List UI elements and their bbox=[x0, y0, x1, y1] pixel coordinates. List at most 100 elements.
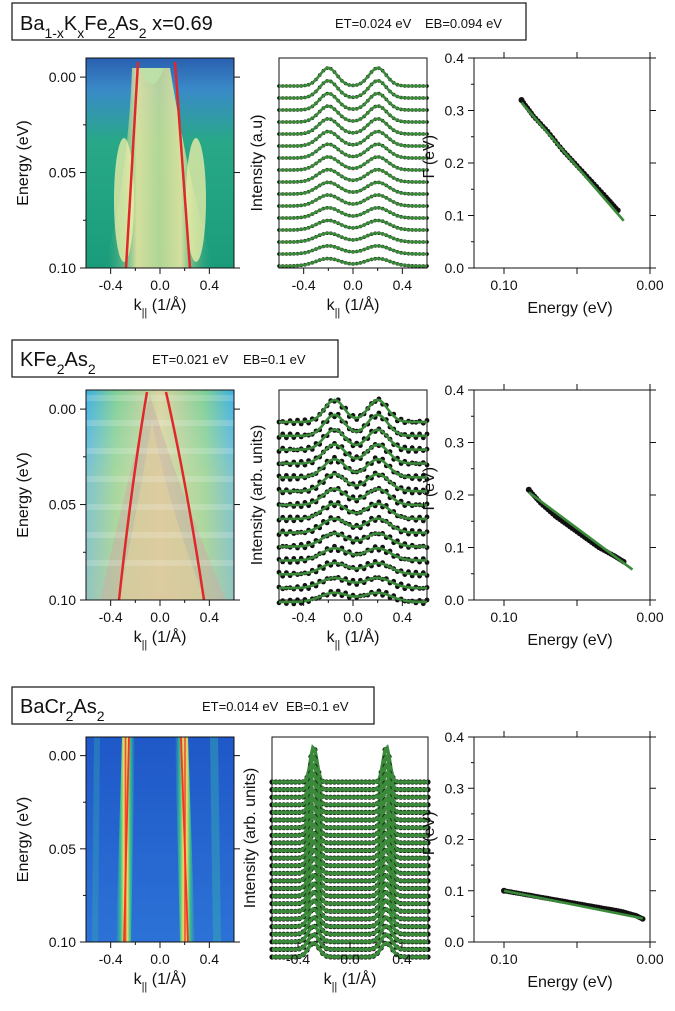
x-tick-label: 0.4 bbox=[200, 609, 220, 625]
edc-fit-curve bbox=[272, 795, 428, 830]
k-axis-label: k|| (1/Å) bbox=[327, 295, 380, 319]
subscript: 2 bbox=[88, 361, 96, 377]
row1-edc-panel: -0.4 0.0 0.4 k|| (1/Å) Intensity (a.u) bbox=[249, 57, 429, 319]
x-tick-label: -0.4 bbox=[292, 609, 316, 625]
edc-fit-curve bbox=[279, 398, 427, 424]
row2-edc-ylabel: Intensity (arb. units) bbox=[249, 425, 266, 566]
x-tick-label: 0.10 bbox=[490, 951, 517, 967]
y-tick-label: 0.10 bbox=[49, 592, 76, 608]
edc-fit-curve bbox=[279, 244, 427, 256]
energy-axis-label: Energy (eV) bbox=[15, 120, 32, 205]
subscript: 2 bbox=[57, 361, 65, 377]
edc-fit-curve bbox=[272, 838, 428, 868]
row2-compound: KFe2As2 bbox=[20, 349, 96, 377]
row2-title-box: KFe2As2 ET=0.021 eV EB=0.1 eV bbox=[11, 339, 339, 378]
edc-fit-curve bbox=[279, 457, 427, 479]
edc-fit-curve bbox=[279, 443, 427, 465]
row1-gamma-panel: 0.0 0.1 0.2 0.3 0.4 0.10 0.00 Energy (eV) Γ (eV) bbox=[421, 50, 664, 317]
edc-fit-curve bbox=[279, 428, 427, 452]
edc-fit-curve bbox=[279, 79, 427, 100]
row3-compound: BaCr2As2 bbox=[20, 696, 105, 724]
edc-fit-curve bbox=[279, 502, 427, 521]
y-tick-label: 0.4 bbox=[445, 382, 465, 398]
row1-band-right bbox=[173, 61, 192, 269]
row1-eb: EB=0.094 eV bbox=[425, 16, 502, 31]
edc-fit-curve bbox=[272, 821, 428, 853]
edc-fit-curve bbox=[272, 864, 428, 891]
edc-fit-curve bbox=[272, 924, 428, 944]
edc-fit-curve bbox=[279, 219, 427, 232]
y-tick-label: 0.1 bbox=[445, 540, 465, 556]
edc-fit-curve bbox=[272, 915, 428, 936]
row3-edc-ylabel: Intensity (arb. units) bbox=[242, 768, 259, 909]
x-tick-label: 0.0 bbox=[340, 951, 360, 967]
subscript: 2 bbox=[97, 708, 105, 724]
gamma-fit-line bbox=[503, 889, 643, 920]
x-tick-label: -0.4 bbox=[286, 951, 310, 967]
subscript: 1-x bbox=[44, 25, 63, 41]
edc-fit-curve bbox=[279, 546, 428, 562]
edc-fit-curve bbox=[272, 744, 428, 784]
energy-axis-label: Energy (eV) bbox=[15, 797, 32, 882]
y-tick-label: 0.05 bbox=[49, 165, 76, 181]
y-tick-label: 0.3 bbox=[445, 780, 465, 796]
edc-fit-curve bbox=[272, 787, 428, 822]
edc-fit-curve bbox=[279, 193, 427, 208]
x-tick-label: 0.0 bbox=[150, 277, 170, 293]
row3-gamma-panel: 0.0 0.1 0.2 0.3 0.4 0.10 0.00 Energy (eV) Γ (eV) bbox=[421, 729, 664, 991]
x-tick-label: -0.4 bbox=[99, 277, 123, 293]
x-tick-label: 0.00 bbox=[636, 951, 663, 967]
edc-fit-curve bbox=[272, 830, 428, 860]
y-tick-label: 0.2 bbox=[445, 155, 465, 171]
edc-fit-curve bbox=[279, 487, 427, 507]
x-tick-label: 0.4 bbox=[392, 951, 412, 967]
edc-fit-curve bbox=[279, 66, 427, 88]
x-tick-label: 0.4 bbox=[200, 951, 220, 967]
edc-fit-curve bbox=[279, 257, 427, 268]
k-axis-label: k|| (1/Å) bbox=[327, 627, 380, 651]
gamma-fit-line bbox=[528, 491, 634, 571]
y-tick-label: 0.3 bbox=[445, 103, 465, 119]
row2-gamma-panel: 0.0 0.1 0.2 0.3 0.4 0.10 0.00 Energy (eV) Γ (eV) bbox=[421, 382, 664, 649]
subscript: 2 bbox=[66, 708, 74, 724]
x-tick-label: -0.4 bbox=[99, 951, 123, 967]
y-tick-label: 0.00 bbox=[49, 401, 76, 417]
row1-edc-ylabel: Intensity (a.u) bbox=[249, 115, 266, 212]
y-tick-label: 0.0 bbox=[445, 592, 465, 608]
edc-fit-curve bbox=[279, 168, 427, 184]
gamma-y-label: Γ (eV) bbox=[421, 467, 438, 510]
gamma-data-point bbox=[518, 97, 525, 103]
row1-compound: Ba1-xKxFe2As2 x=0.69 bbox=[20, 13, 213, 41]
row1-map-panel: -0.4 0.0 0.4 k|| (1/Å) 0.00 0.05 0.10 Energy (e… bbox=[15, 57, 240, 319]
x-tick-label: -0.4 bbox=[292, 277, 316, 293]
edc-fit-curve bbox=[272, 932, 428, 952]
y-tick-label: 0.00 bbox=[49, 69, 76, 85]
x-tick-label: 0.0 bbox=[150, 609, 170, 625]
edc-fit-curve bbox=[272, 898, 428, 921]
edc-fit-curve bbox=[279, 117, 427, 136]
edc-fit-curve bbox=[279, 472, 427, 493]
edc-fit-curve bbox=[279, 92, 427, 112]
y-tick-label: 0.2 bbox=[445, 487, 465, 503]
edc-fit-curve bbox=[272, 752, 428, 792]
k-axis-label: k|| (1/Å) bbox=[134, 969, 187, 993]
y-tick-label: 0.05 bbox=[49, 841, 76, 857]
y-tick-label: 0.4 bbox=[445, 729, 465, 745]
row2-band-right bbox=[164, 391, 206, 601]
edc-fit-curve bbox=[272, 770, 428, 807]
gamma-fit-line bbox=[520, 101, 625, 222]
subscript: x bbox=[77, 25, 84, 41]
row3-title-box: BaCr2As2 ET=0.014 eV EB=0.1 eV bbox=[11, 686, 375, 725]
gamma-y-label: Γ (eV) bbox=[421, 812, 438, 855]
row2-edc-panel: -0.4 0.0 0.4 k|| (1/Å) Intensity (arb. unit… bbox=[249, 389, 430, 651]
y-tick-label: 0.05 bbox=[49, 497, 76, 513]
edc-fit-curve bbox=[279, 532, 427, 548]
row2: KFe2As2 ET=0.021 eV EB=0.1 eV -0.4 0.0 0.4… bbox=[11, 339, 664, 651]
x-tick-label: 0.10 bbox=[490, 609, 517, 625]
row2-band-left bbox=[117, 391, 149, 601]
y-tick-label: 0.1 bbox=[445, 208, 465, 224]
edc-fit-curve bbox=[279, 155, 427, 172]
gamma-y-label: Γ (eV) bbox=[421, 135, 438, 178]
x-tick-label: 0.0 bbox=[343, 609, 363, 625]
